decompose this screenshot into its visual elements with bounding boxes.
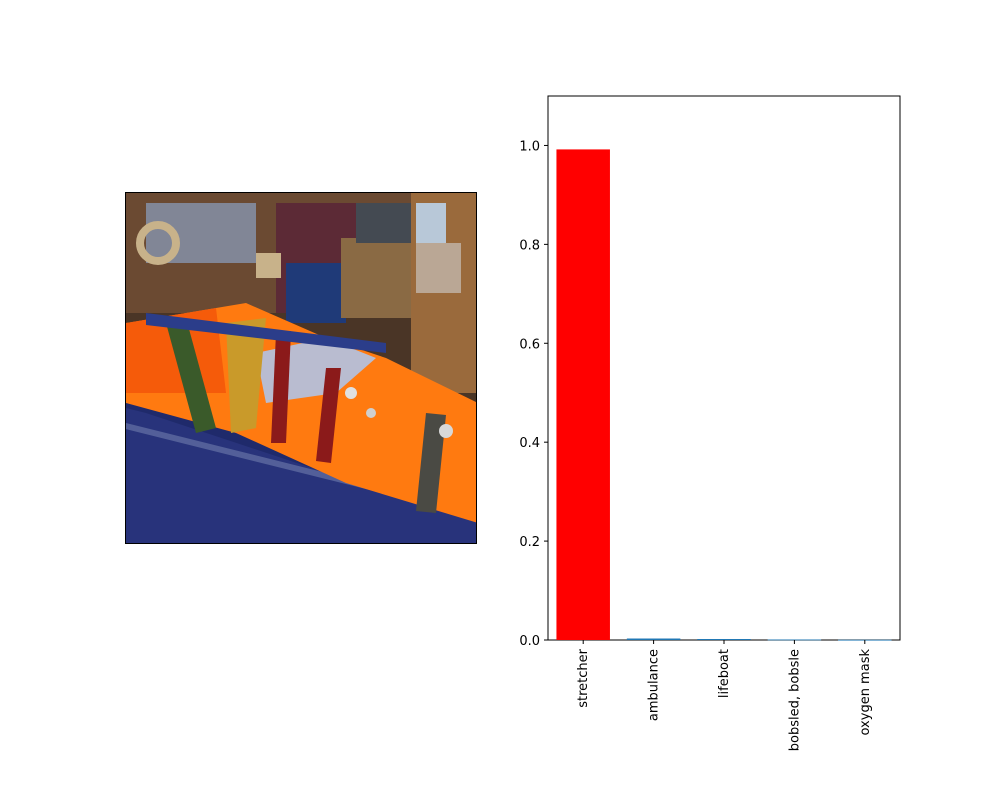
x-tick-label: stretcher — [576, 648, 591, 707]
y-tick-label: 0.0 — [519, 634, 540, 649]
x-tick-label: bobsled, bobsle — [787, 649, 802, 751]
x-tick-label: oxygen mask — [858, 649, 873, 736]
y-tick-label: 0.2 — [519, 535, 540, 550]
x-axis-ticks: stretcher ambulance lifeboat bobsled, bobsl… — [576, 640, 873, 751]
input-photo — [125, 192, 477, 544]
bars-group — [556, 149, 892, 641]
bar-3 — [767, 639, 822, 641]
y-tick-label: 0.4 — [519, 436, 540, 451]
stretcher-photo-illustration — [126, 193, 476, 543]
x-tick-label: ambulance — [647, 649, 662, 721]
x-tick-label: lifeboat — [717, 649, 732, 698]
y-tick-label: 0.6 — [519, 337, 540, 352]
y-axis-ticks: 0.0 0.2 0.4 0.6 0.8 1.0 — [519, 139, 548, 649]
y-tick-label: 0.8 — [519, 238, 540, 253]
bar-0 — [556, 149, 610, 641]
y-tick-label: 1.0 — [519, 139, 540, 154]
bar-2 — [697, 639, 751, 640]
bar-1 — [626, 638, 681, 640]
